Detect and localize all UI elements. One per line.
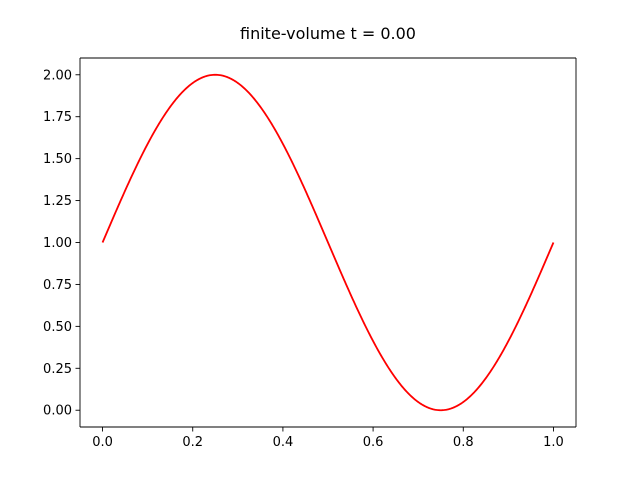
series-layer — [101, 73, 555, 412]
y-axis: 0.00 0.25 0.50 0.75 1.00 1.25 1.50 1.75 2.00 — [43, 68, 80, 419]
chart-title: finite-volume t = 0.00 — [240, 24, 416, 43]
y-tick-label: 1.50 — [43, 152, 72, 167]
x-tick-label: 1.0 — [543, 435, 564, 450]
series-line-0 — [101, 73, 555, 412]
x-axis: 0.0 0.2 0.4 0.6 0.8 1.0 — [92, 427, 564, 450]
y-tick-label: 0.25 — [43, 362, 72, 377]
y-tick-label: 0.75 — [43, 278, 72, 293]
y-tick-label: 1.75 — [43, 110, 72, 125]
y-tick-label: 1.00 — [43, 236, 72, 251]
y-tick-label: 0.00 — [43, 404, 72, 419]
x-tick-label: 0.8 — [453, 435, 474, 450]
x-tick-label: 0.6 — [363, 435, 384, 450]
y-tick-label: 1.25 — [43, 194, 72, 209]
y-tick-label: 0.50 — [43, 320, 72, 335]
x-tick-label: 0.4 — [273, 435, 294, 450]
x-tick-label: 0.2 — [182, 435, 203, 450]
x-tick-label: 0.0 — [92, 435, 113, 450]
y-tick-label: 2.00 — [43, 68, 72, 83]
